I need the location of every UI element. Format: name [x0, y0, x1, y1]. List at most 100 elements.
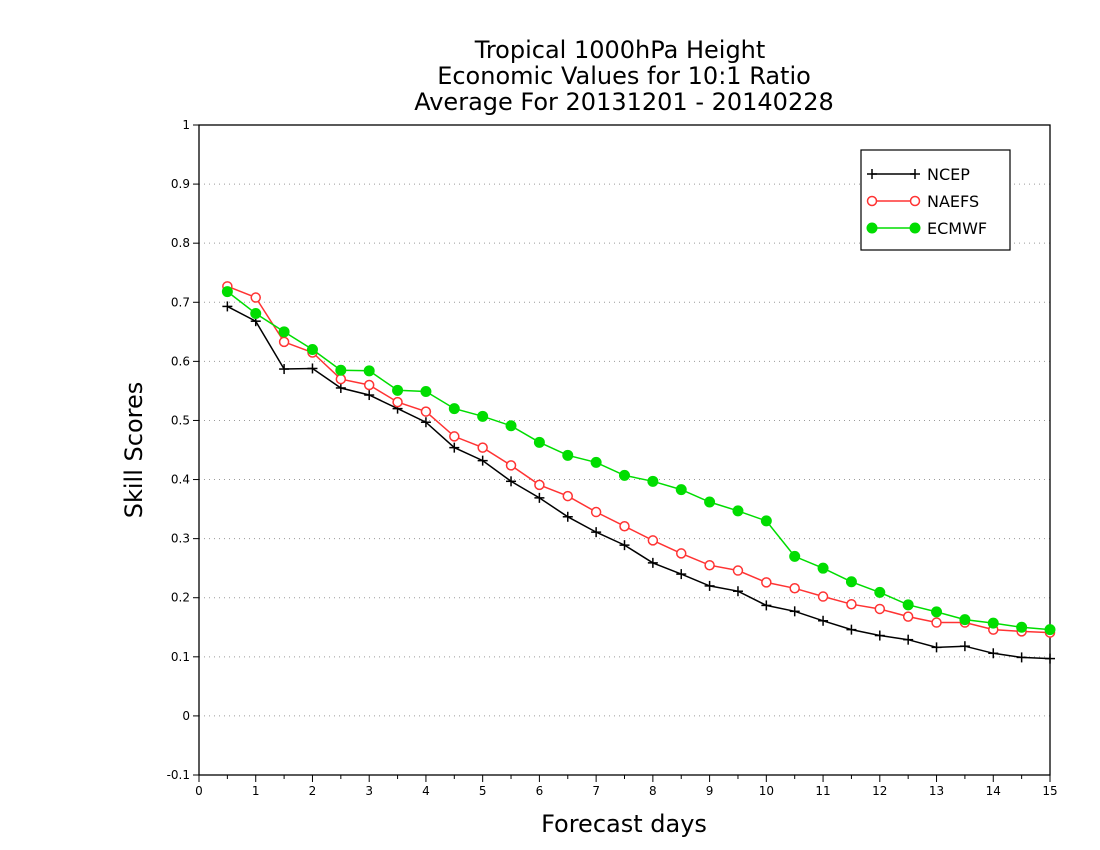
chart-title-line-2: Economic Values for 10:1 Ratio [437, 62, 811, 90]
data-point-naefs [590, 506, 602, 518]
x-tick-label: 14 [986, 784, 1001, 798]
x-tick-label: 13 [929, 784, 944, 798]
data-point-naefs [789, 583, 800, 594]
data-point-ncep [222, 301, 233, 312]
data-point-ncep [988, 648, 999, 659]
data-point-ecmwf [647, 475, 659, 487]
data-point-ecmwf [845, 576, 857, 588]
data-point-ecmwf [704, 496, 716, 508]
legend-marker-naefs [866, 195, 878, 207]
data-point-ecmwf [505, 420, 517, 432]
data-point-ncep [307, 363, 318, 374]
data-point-ncep [449, 442, 460, 453]
data-point-ecmwf [448, 403, 460, 415]
data-point-ncep [335, 382, 346, 393]
series-ecmwf [221, 286, 1056, 636]
legend-marker-ncep [867, 169, 877, 179]
data-point-naefs [817, 591, 829, 602]
y-tick-label: 0.2 [171, 591, 190, 605]
data-point-ecmwf [278, 326, 290, 338]
data-point-naefs [619, 520, 630, 532]
data-point-naefs [704, 559, 715, 571]
legend-label-ecmwf: ECMWF [927, 219, 987, 238]
y-tick-label: 0.8 [171, 236, 190, 250]
y-tick-label: 0.4 [171, 473, 190, 487]
series-ncep [222, 301, 1055, 664]
data-point-naefs [392, 396, 403, 408]
series-lines [221, 281, 1056, 664]
data-point-naefs [675, 548, 687, 559]
legend-marker-ecmwf [909, 222, 921, 234]
x-tick-label: 8 [649, 784, 657, 798]
data-point-naefs [505, 460, 517, 471]
data-point-ncep [959, 641, 970, 652]
data-point-ncep [761, 600, 772, 611]
data-point-naefs [335, 373, 347, 385]
data-point-ncep [931, 642, 942, 653]
data-point-naefs [761, 577, 772, 588]
data-point-ncep [647, 557, 658, 568]
data-point-ncep [676, 569, 687, 580]
data-point-ncep [704, 580, 715, 591]
y-tick-label: 0 [182, 709, 190, 723]
data-point-ecmwf [363, 365, 375, 377]
x-tick-label: 6 [536, 784, 544, 798]
data-point-naefs [931, 617, 942, 628]
data-point-ecmwf [732, 505, 744, 517]
data-point-ncep [789, 606, 800, 617]
data-point-ecmwf [760, 515, 772, 527]
chart-title: Tropical 1000hPa Height Economic Values … [414, 36, 834, 116]
x-tick-label: 1 [252, 784, 260, 798]
data-point-ecmwf [987, 617, 999, 629]
x-tick-label: 7 [592, 784, 600, 798]
data-point-ecmwf [590, 456, 602, 468]
data-point-ecmwf [1044, 624, 1056, 636]
data-point-ncep [562, 511, 573, 522]
x-tick-label: 10 [759, 784, 774, 798]
legend-label-ncep: NCEP [927, 165, 970, 184]
data-point-ncep [420, 417, 431, 428]
y-tick-label: 0.9 [171, 177, 190, 191]
data-point-ncep [818, 615, 829, 626]
data-point-ncep [619, 540, 630, 551]
data-point-naefs [534, 479, 545, 491]
data-point-ecmwf [902, 599, 914, 611]
legend-marker-ecmwf [866, 222, 878, 234]
data-point-ncep [874, 630, 885, 641]
data-point-ncep [846, 624, 857, 635]
y-tick-label: 0.1 [171, 650, 190, 664]
data-point-naefs [449, 431, 460, 442]
data-point-ecmwf [562, 449, 574, 461]
y-tick-label: 0.3 [171, 532, 190, 546]
data-point-ecmwf [817, 562, 829, 574]
data-point-ecmwf [619, 469, 630, 481]
legend-marker-ncep [910, 169, 920, 179]
data-point-naefs [363, 379, 375, 391]
y-tick-label: -0.1 [167, 768, 190, 782]
series-naefs [222, 281, 1056, 638]
data-point-naefs [250, 292, 261, 303]
data-point-ecmwf [477, 410, 489, 422]
series-line-ecmwf [226, 291, 1051, 631]
data-point-ncep [506, 476, 517, 487]
data-point-ecmwf [221, 286, 233, 298]
x-tick-label: 15 [1042, 784, 1057, 798]
data-point-naefs [874, 603, 886, 615]
legend-marker-naefs [909, 195, 921, 207]
x-tick-label: 3 [365, 784, 373, 798]
data-point-ncep [903, 634, 914, 645]
y-tick-label: 0.5 [171, 413, 190, 427]
data-point-ncep [279, 364, 290, 375]
x-tick-label: 0 [195, 784, 203, 798]
data-point-naefs [846, 598, 857, 610]
data-point-naefs [732, 565, 744, 576]
data-point-naefs [562, 490, 574, 502]
x-tick-label: 11 [815, 784, 830, 798]
data-point-ecmwf [874, 586, 886, 598]
data-point-ecmwf [1016, 621, 1028, 633]
data-point-ecmwf [931, 606, 943, 618]
y-tick-label: 0.7 [171, 295, 190, 309]
x-axis-label: Forecast days [541, 810, 707, 838]
data-point-naefs [647, 535, 659, 546]
